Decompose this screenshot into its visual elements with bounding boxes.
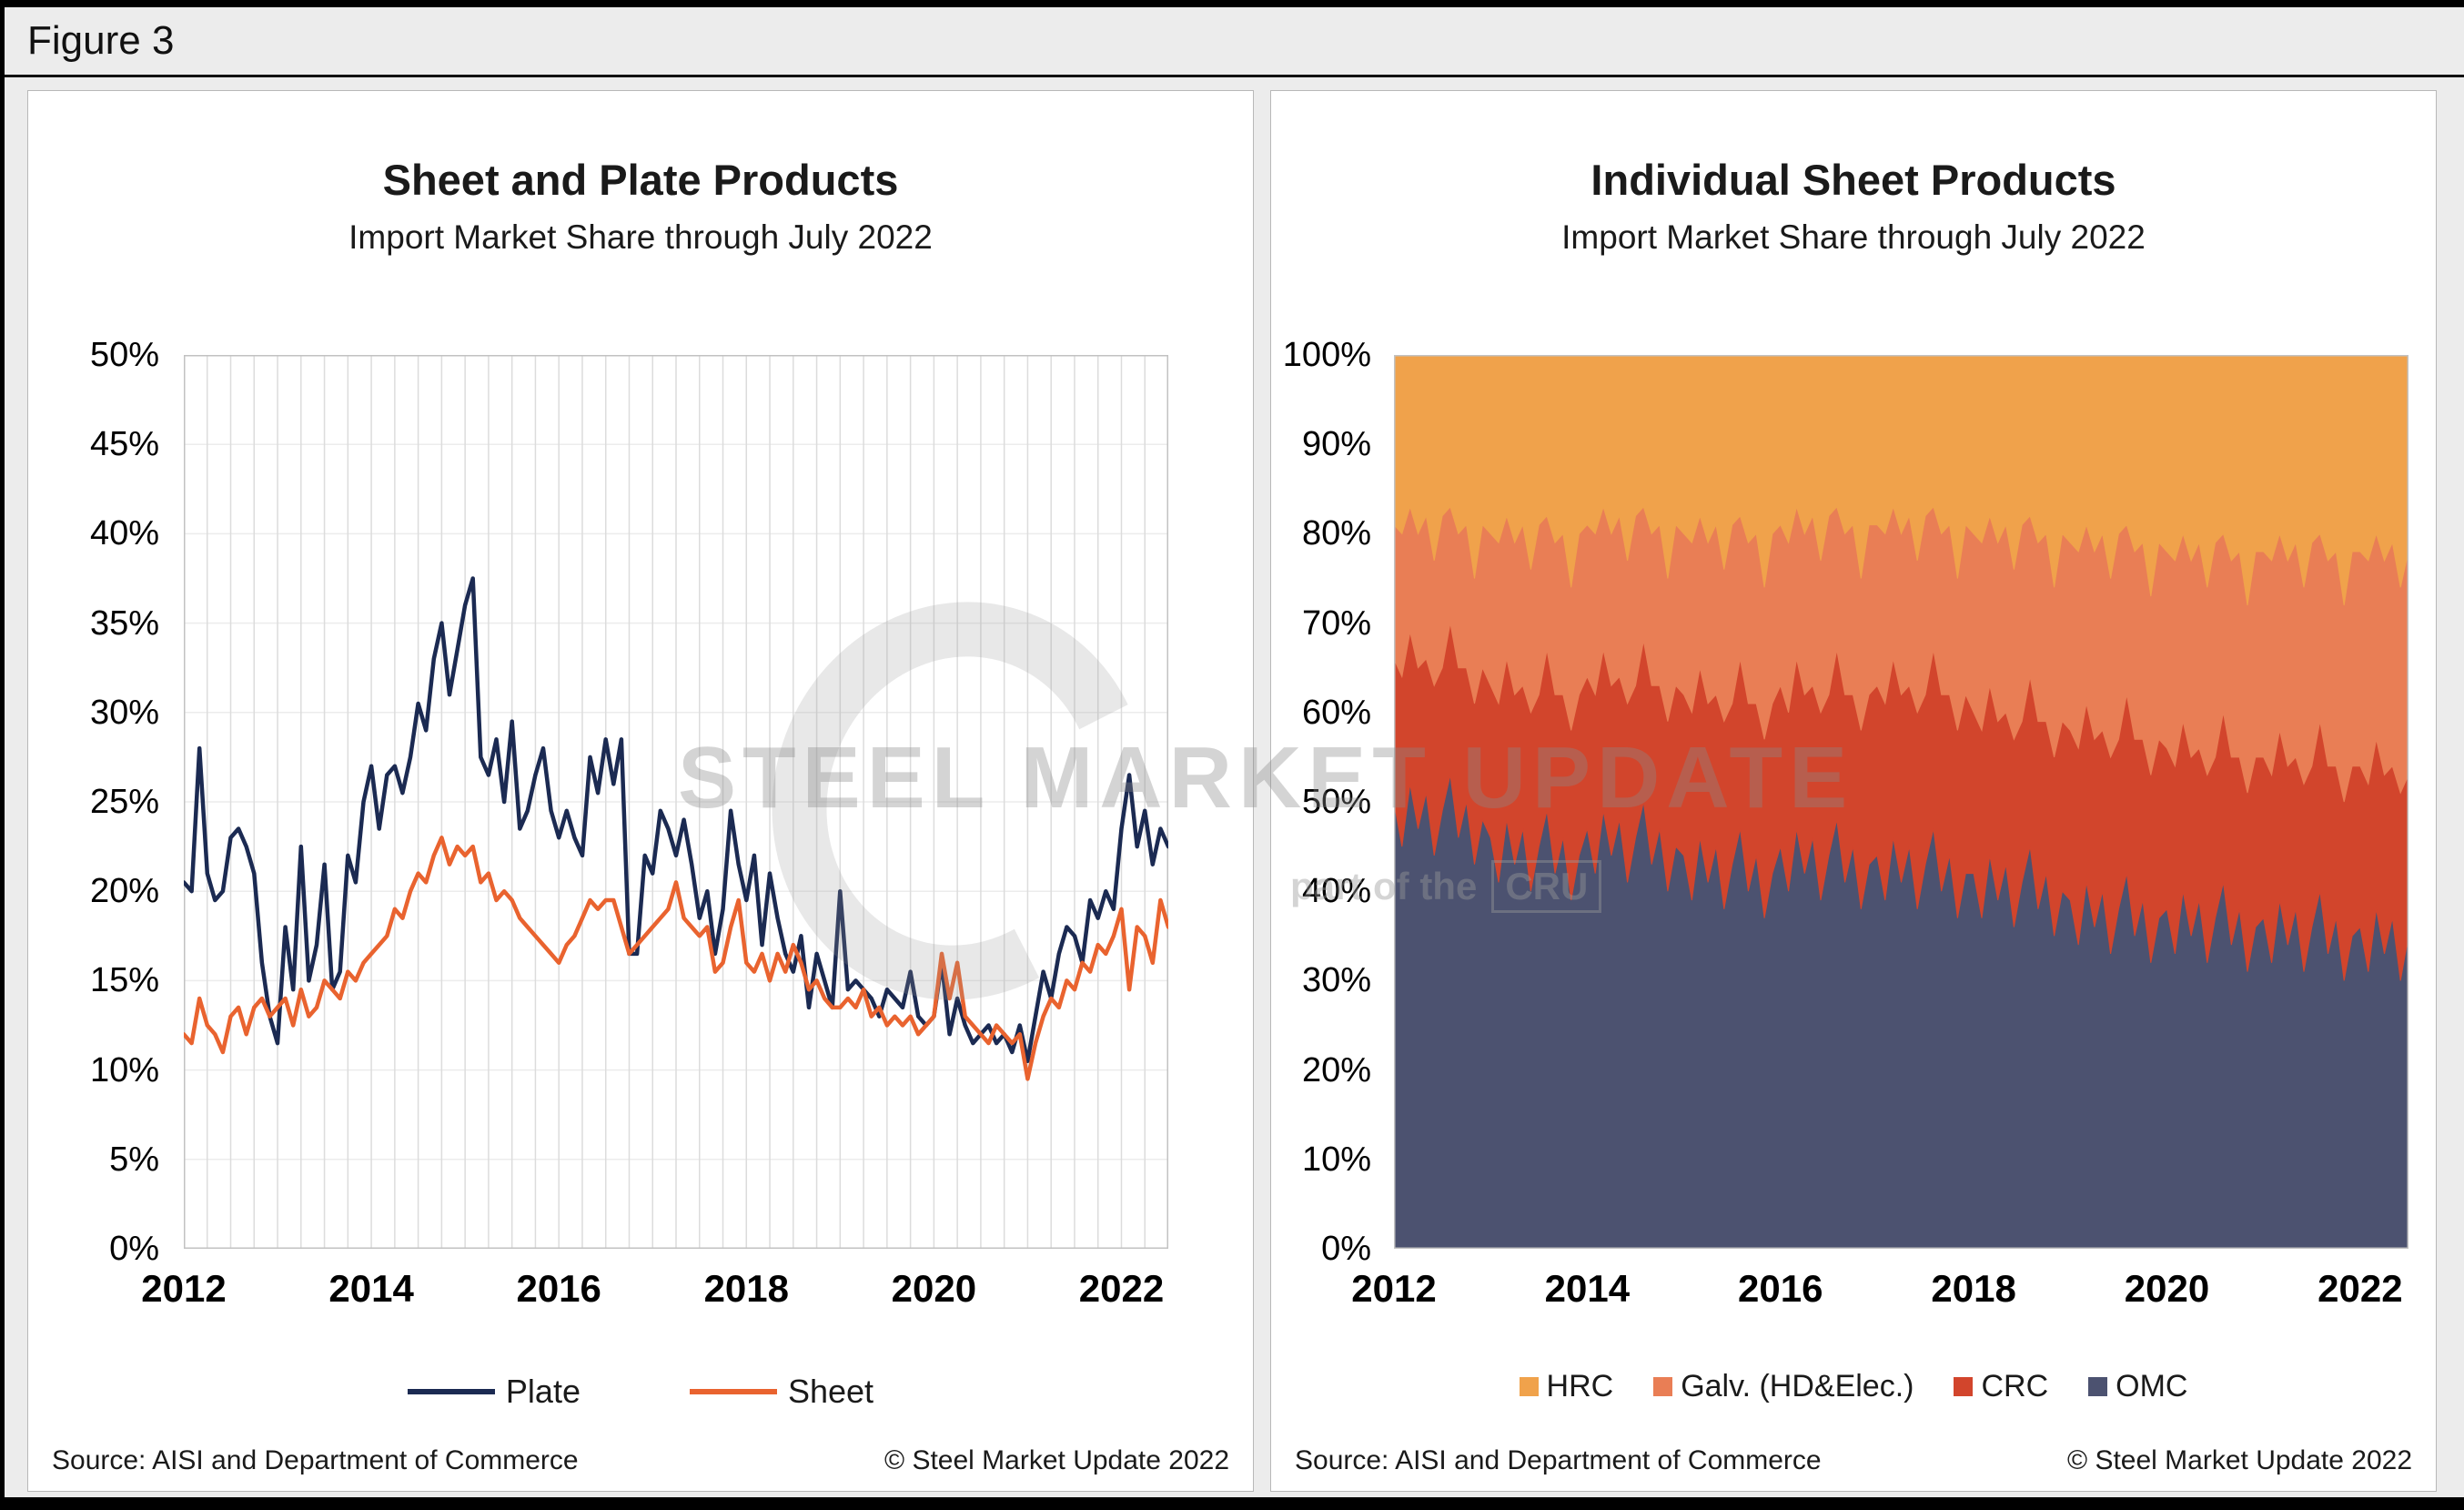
y-tick-label: 30%	[89, 693, 159, 732]
right-source-text: Source: AISI and Department of Commerce	[1295, 1445, 1822, 1475]
top-border	[0, 0, 2464, 7]
x-tick-label: 2014	[328, 1267, 414, 1310]
right-chart-title: Individual Sheet Products	[1590, 156, 2116, 204]
y-tick-label: 10%	[89, 1050, 159, 1089]
left-legend: Plate Sheet	[28, 1373, 1253, 1411]
x-tick-label: 2012	[1351, 1267, 1437, 1310]
bottom-border	[0, 1497, 2464, 1510]
x-tick-label: 2018	[703, 1267, 789, 1310]
figure-label: Figure 3	[27, 18, 175, 63]
omc-legend-label: OMC	[2116, 1369, 2188, 1404]
right-panel-footer: Source: AISI and Department of Commerce …	[1295, 1445, 2412, 1476]
y-tick-label: 0%	[109, 1230, 159, 1268]
legend-item-hrc: HRC	[1519, 1369, 1614, 1404]
left-source-text: Source: AISI and Department of Commerce	[52, 1445, 579, 1475]
stacked-area-chart	[1393, 354, 2409, 1250]
y-tick-label: 100%	[1282, 336, 1371, 374]
y-tick-label: 40%	[89, 514, 159, 553]
y-tick-label: 90%	[1301, 425, 1371, 464]
y-tick-label: 20%	[1301, 1050, 1371, 1089]
right-y-axis: 0% 10% 20% 30% 40% 50% 60% 70% 80% 90% 100%	[1271, 91, 1384, 1491]
omc-series-swatch	[2088, 1377, 2108, 1396]
legend-item-crc: CRC	[1954, 1369, 2048, 1404]
x-tick-label: 2022	[2318, 1267, 2403, 1310]
plate-series-swatch	[407, 1389, 495, 1394]
left-chart-title: Sheet and Plate Products	[382, 156, 899, 204]
x-tick-label: 2018	[1931, 1267, 2016, 1310]
right-legend: HRC Galv. (HD&Elec.) CRC OMC	[1271, 1369, 2436, 1404]
legend-item-plate: Plate	[407, 1373, 581, 1411]
sheet-plate-chart	[181, 354, 1171, 1250]
legend-item-galv: Galv. (HD&Elec.)	[1653, 1369, 1914, 1404]
y-tick-label: 35%	[89, 603, 159, 643]
x-tick-label: 2014	[1544, 1267, 1631, 1310]
hrc-legend-label: HRC	[1546, 1369, 1614, 1404]
left-chart-subtitle: Import Market Share through July 2022	[348, 218, 933, 256]
left-y-axis: 0% 5% 10% 15% 20% 25% 30% 35% 40% 45% 50%	[28, 91, 172, 1491]
chart-panels: Sheet and Plate Products Import Market S…	[0, 77, 2464, 1492]
individual-sheet-panel: Individual Sheet Products Import Market …	[1270, 90, 2437, 1492]
hrc-series-swatch	[1519, 1377, 1539, 1396]
y-tick-label: 40%	[1301, 872, 1371, 911]
crc-legend-label: CRC	[1981, 1369, 2049, 1404]
y-tick-label: 25%	[89, 783, 159, 821]
y-tick-label: 10%	[1301, 1140, 1371, 1179]
legend-item-sheet: Sheet	[689, 1373, 874, 1411]
figure-header: Figure 3	[0, 0, 2464, 75]
x-tick-label: 2016	[516, 1267, 601, 1310]
left-x-axis: 2012 2014 2016 2018 2020 2022	[141, 1262, 1168, 1316]
y-tick-label: 30%	[1301, 961, 1371, 1000]
y-tick-label: 20%	[89, 872, 159, 911]
left-copyright-text: © Steel Market Update 2022	[884, 1445, 1229, 1475]
crc-series-swatch	[1954, 1377, 1974, 1396]
x-tick-label: 2020	[891, 1267, 977, 1310]
sheet-series-swatch	[689, 1389, 777, 1394]
right-chart-subtitle: Import Market Share through July 2022	[1561, 218, 2146, 256]
sheet-plate-panel: Sheet and Plate Products Import Market S…	[27, 90, 1254, 1492]
y-tick-label: 70%	[1301, 603, 1371, 643]
plate-legend-label: Plate	[505, 1373, 581, 1410]
x-tick-label: 2012	[141, 1267, 227, 1310]
y-tick-label: 45%	[89, 425, 159, 464]
left-border	[0, 0, 5, 1510]
y-tick-label: 0%	[1321, 1230, 1371, 1268]
y-tick-label: 50%	[1301, 783, 1371, 821]
y-tick-label: 80%	[1301, 514, 1371, 553]
y-tick-label: 60%	[1301, 693, 1371, 732]
y-tick-label: 15%	[89, 961, 159, 1000]
x-tick-label: 2016	[1738, 1267, 1823, 1310]
legend-item-omc: OMC	[2088, 1369, 2187, 1404]
left-panel-footer: Source: AISI and Department of Commerce …	[52, 1445, 1229, 1476]
right-copyright-text: © Steel Market Update 2022	[2067, 1445, 2412, 1475]
header-divider	[0, 75, 2464, 77]
right-x-axis: 2012 2014 2016 2018 2020 2022	[1351, 1262, 2408, 1316]
x-tick-label: 2022	[1078, 1267, 1165, 1310]
x-tick-label: 2020	[2124, 1267, 2210, 1310]
sheet-legend-label: Sheet	[787, 1373, 874, 1410]
y-tick-label: 5%	[109, 1140, 159, 1179]
galv-legend-label: Galv. (HD&Elec.)	[1681, 1369, 1914, 1404]
galv-series-swatch	[1653, 1377, 1673, 1396]
y-tick-label: 50%	[89, 336, 159, 374]
